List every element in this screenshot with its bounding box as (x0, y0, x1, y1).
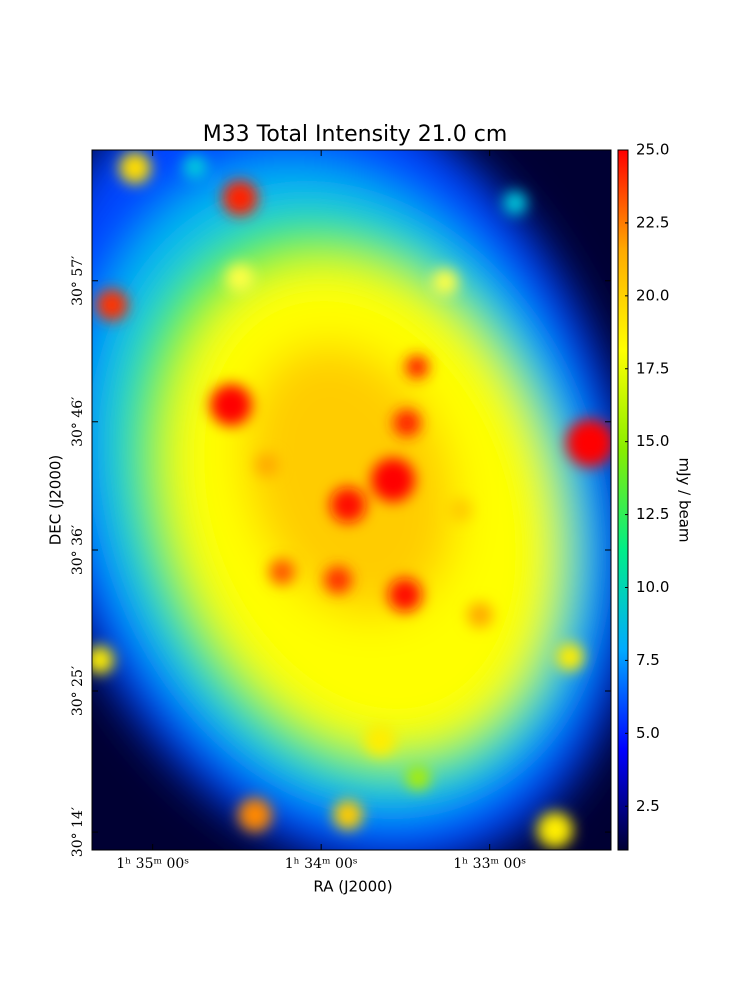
y-tick-label: 30° 14′ (70, 807, 86, 857)
colorbar-tick-label: 15.0 (636, 432, 669, 450)
intensity-map (92, 150, 611, 850)
y-tick-label: 30° 36′ (70, 525, 86, 575)
colorbar (617, 149, 629, 851)
colorbar-tick-label: 12.5 (636, 505, 669, 523)
y-tick-label: 30° 25′ (70, 666, 86, 716)
x-tick-label: 1ʰ 35ᵐ 00ˢ (116, 856, 189, 872)
y-tick-label: 30° 57′ (70, 256, 86, 306)
colorbar-tick-label: 5.0 (636, 724, 660, 742)
colorbar-tick-label: 25.0 (636, 141, 669, 159)
colorbar-tick-label: 22.5 (636, 213, 669, 231)
colorbar-tick-label: 7.5 (636, 651, 660, 669)
colorbar-tick-label: 2.5 (636, 797, 660, 815)
x-tick-label: 1ʰ 33ᵐ 00ˢ (453, 856, 526, 872)
y-tick-label: 30° 46′ (70, 397, 86, 447)
colorbar-tick-label: 17.5 (636, 359, 669, 377)
y-axis-label: DEC (J2000) (47, 455, 65, 546)
colorbar-tick-label: 10.0 (636, 578, 669, 596)
colorbar-label: mJy / beam (676, 457, 694, 542)
colorbar-tick-label: 20.0 (636, 286, 669, 304)
x-axis-label: RA (J2000) (313, 878, 392, 896)
chart-title: M33 Total Intensity 21.0 cm (203, 122, 508, 147)
x-tick-label: 1ʰ 34ᵐ 00ˢ (285, 856, 358, 872)
plot-frame (91, 149, 612, 851)
